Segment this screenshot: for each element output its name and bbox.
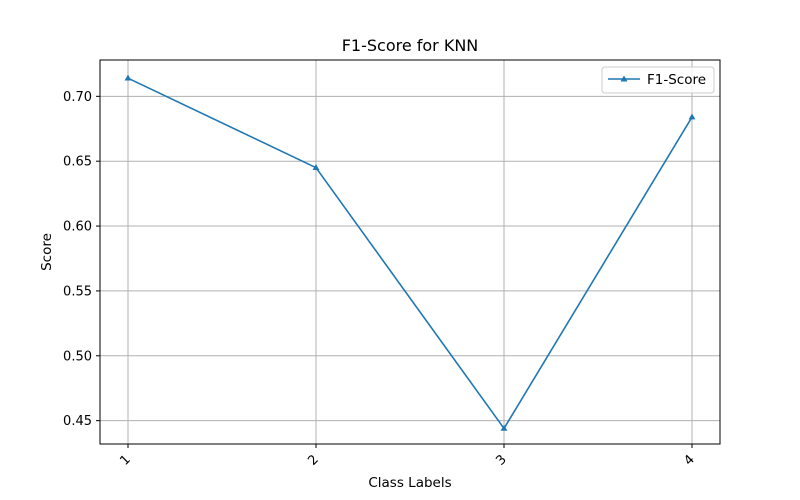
series-line: [127, 77, 693, 430]
y-tick-label: 0.55: [63, 284, 92, 299]
x-axis-label: Class Labels: [368, 475, 451, 491]
legend-label: F1-Score: [647, 72, 706, 88]
legend-box: [601, 66, 715, 94]
legend-marker-swatch: [620, 75, 628, 82]
x-tick-label: 2: [305, 452, 321, 468]
data-point-marker: [124, 74, 132, 81]
y-tick-label: 0.50: [63, 349, 92, 364]
x-tick-label: 3: [493, 452, 509, 468]
y-tick-label: 0.45: [63, 414, 92, 429]
series-layer: [124, 74, 696, 431]
grid-lines: [100, 60, 720, 444]
data-point-marker: [500, 424, 508, 431]
legend: F1-Score: [601, 66, 715, 94]
x-tick-label: 1: [117, 452, 133, 468]
y-tick-label: 0.70: [63, 90, 92, 105]
chart-title: F1-Score for KNN: [342, 36, 479, 55]
y-axis-label: Score: [39, 233, 55, 271]
y-tick-label: 0.65: [63, 155, 92, 170]
plot-frame: [99, 59, 721, 445]
x-tick-label: 4: [681, 452, 697, 468]
data-point-marker: [688, 113, 696, 120]
axis-ticks: 0.45 0.50 0.55 0.60 0.65 0.70 1 2 3 4: [63, 90, 698, 469]
data-point-marker: [312, 164, 320, 170]
y-tick-label: 0.60: [63, 220, 92, 235]
